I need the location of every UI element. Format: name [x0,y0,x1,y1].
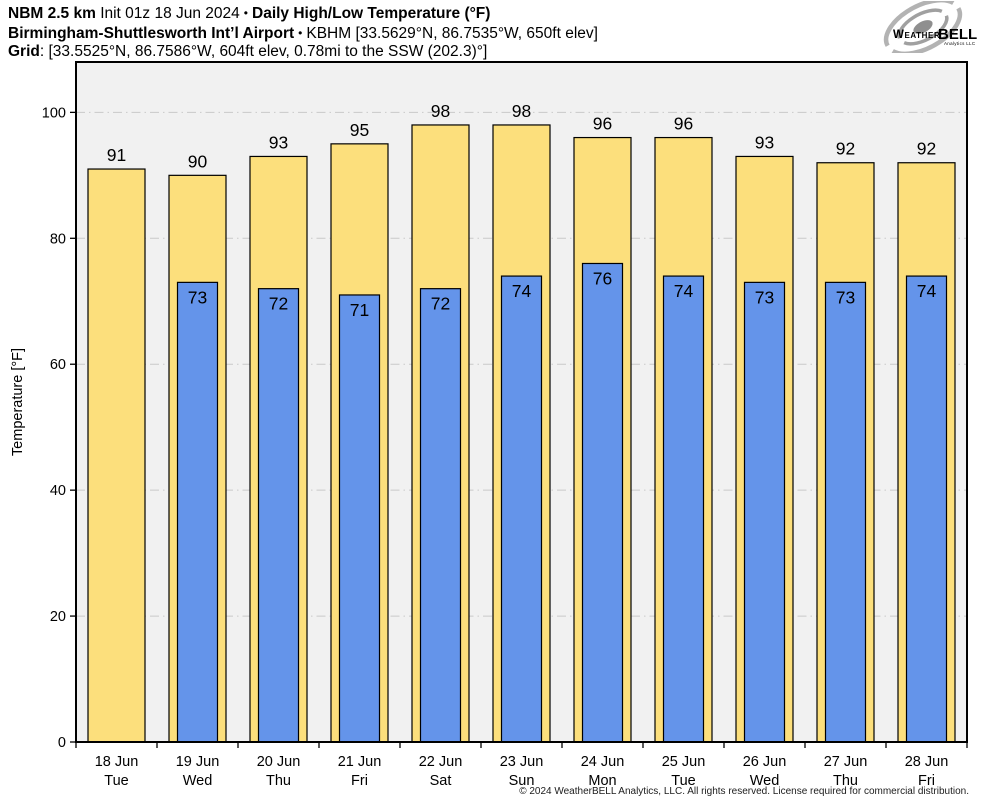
x-tick-label-day: Fri [351,773,368,789]
high-value-label: 98 [512,101,531,121]
x-tick-label-date: 27 Jun [824,754,868,770]
low-value-label: 72 [431,294,450,314]
low-value-label: 71 [350,300,369,320]
x-tick-label-date: 18 Jun [95,754,139,770]
high-value-label: 90 [188,151,208,171]
x-tick-label-date: 20 Jun [257,754,301,770]
station-details: KBHM [33.5629°N, 86.7535°W, 650ft elev] [306,24,598,42]
low-bar [905,275,948,743]
x-tick-label-date: 25 Jun [662,754,706,770]
low-bar [419,288,462,743]
y-tick-label: 60 [50,357,66,373]
low-value-label: 73 [755,287,774,307]
logo-subtitle: Analytics LLC [944,41,976,46]
low-bar [176,281,219,743]
high-value-label: 92 [836,139,855,159]
bullet-separator: • [298,25,303,40]
low-value-label: 74 [917,281,937,301]
logo-text-bell: BELL [938,26,977,43]
grid-details: : [33.5525°N, 86.7586°W, 604ft elev, 0.7… [39,43,488,60]
y-tick-label: 20 [50,609,66,625]
grid-label: Grid [8,43,40,60]
logo-text-weather: Weather [893,29,940,41]
header-line-1: NBM 2.5 km Init 01z 18 Jun 2024 • Daily Hi… [8,4,598,24]
header-line-2: Birmingham-Shuttlesworth Int’l Airport • K… [8,24,598,44]
low-bar [743,281,786,743]
high-value-label: 93 [269,132,288,152]
x-tick-label-day: Wed [183,773,213,789]
low-value-label: 73 [836,287,855,307]
high-value-label: 91 [107,145,126,165]
high-value-label: 98 [431,101,450,121]
high-value-label: 96 [593,114,612,134]
x-tick-label-date: 21 Jun [338,754,382,770]
header-line-3: Grid: [33.5525°N, 86.7586°W, 604ft elev,… [8,43,598,62]
low-bar [500,275,543,743]
x-tick-label-date: 24 Jun [581,754,625,770]
x-tick-label-day: Tue [671,773,695,789]
low-bar [662,275,705,743]
low-bar [581,262,624,743]
high-value-label: 96 [674,114,693,134]
low-value-label: 74 [674,281,694,301]
low-bar [824,281,867,743]
x-tick-label-date: 28 Jun [905,754,949,770]
init-time: Init 01z 18 Jun 2024 [100,5,240,22]
high-value-label: 93 [755,132,774,152]
copyright-notice: © 2024 WeatherBELL Analytics, LLC. All r… [519,786,969,797]
x-tick-label-date: 23 Jun [500,754,544,770]
low-value-label: 73 [188,287,207,307]
low-value-label: 72 [269,294,288,314]
high-value-label: 92 [917,139,936,159]
low-value-label: 74 [512,281,532,301]
x-tick-label-day: Sun [509,773,535,789]
low-bar [338,294,381,743]
x-tick-label-day: Wed [750,773,780,789]
x-tick-label-day: Thu [833,773,858,789]
page-title: Daily High/Low Temperature (°F) [252,5,491,22]
low-bar [257,288,300,743]
x-tick-label-day: Thu [266,773,291,789]
x-tick-label-day: Fri [918,773,935,789]
x-tick-label-day: Mon [588,773,616,789]
high-value-label: 95 [350,120,369,140]
x-tick-label-date: 19 Jun [176,754,220,770]
y-tick-label: 0 [58,735,66,751]
bullet-separator: • [243,6,248,20]
y-axis-title: Temperature [°F] [10,348,26,456]
x-tick-label-day: Tue [104,773,128,789]
high-bar [87,168,146,743]
chart-header: NBM 2.5 km Init 01z 18 Jun 2024 • Daily Hi… [8,4,598,62]
y-tick-label: 40 [50,483,66,499]
low-value-label: 76 [593,268,612,288]
x-tick-label-date: 26 Jun [743,754,787,770]
weatherbell-logo: Weather BELL Analytics LLC [866,0,980,56]
y-tick-label: 80 [50,231,66,247]
x-tick-label-day: Sat [430,773,452,789]
plot-border [75,61,968,743]
x-tick-label-date: 22 Jun [419,754,463,770]
y-tick-label: 100 [42,105,66,121]
station-name: Birmingham-Shuttlesworth Int’l Airport [8,24,295,42]
model-name: NBM 2.5 km [8,5,96,22]
